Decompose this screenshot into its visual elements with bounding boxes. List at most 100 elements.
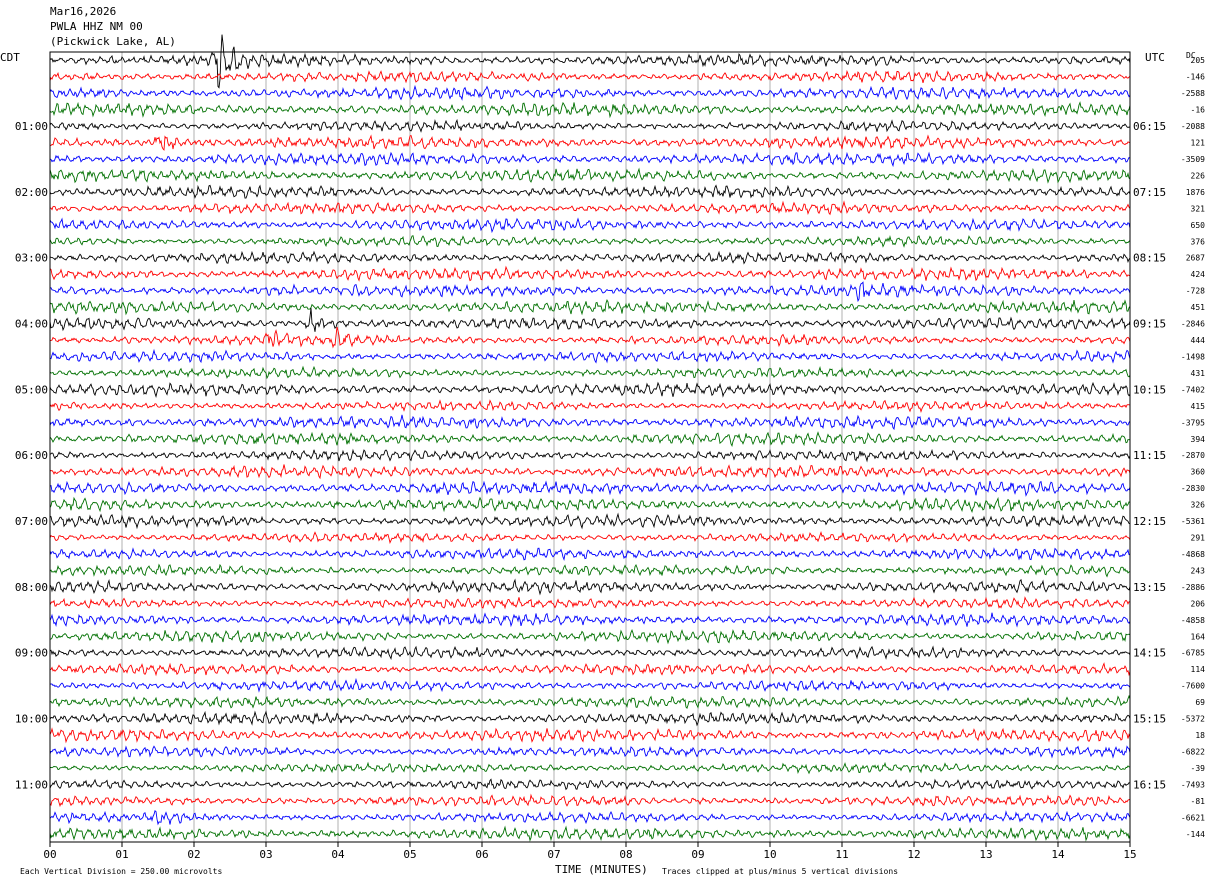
trace-line [49,612,1131,628]
dc-offset-value: -6785 [1181,649,1205,658]
trace-line [49,512,1131,530]
plot-date: Mar16,2026 [50,5,117,18]
cdt-hour-label: 11:00 [15,778,48,791]
trace-line [49,793,1131,808]
dc-offset-value: -3509 [1181,155,1205,164]
utc-hour-label: 16:15 [1133,778,1166,791]
cdt-hour-label: 01:00 [15,120,48,133]
dc-offset-value: -5372 [1181,715,1205,724]
trace-line [49,464,1131,480]
dc-offset-value: 326 [1191,501,1206,510]
x-tick-label: 07 [547,848,560,861]
trace-line [49,578,1131,596]
x-tick-label: 04 [331,848,345,861]
dc-offset-value: -2088 [1181,122,1205,131]
trace-group [49,34,1131,842]
station-location: (Pickwick Lake, AL) [50,35,176,48]
dc-offset-value: 18 [1195,731,1205,740]
cdt-hour-label: 08:00 [15,581,48,594]
utc-hour-label: 10:15 [1133,383,1166,396]
trace-line [49,348,1131,364]
clip-note: Traces clipped at plus/minus 5 vertical … [662,867,898,876]
trace-line [49,308,1131,332]
trace-line [49,281,1131,303]
trace-line [49,563,1131,578]
dc-offset-value: -146 [1186,73,1205,82]
utc-hour-label: 09:15 [1133,318,1166,331]
cdt-label: CDT [0,51,20,64]
dc-offset-value: 1876 [1186,188,1205,197]
trace-line [49,825,1131,842]
cdt-hour-label: 09:00 [15,647,48,660]
x-tick-label: 14 [1051,848,1065,861]
dc-offset-value: -2846 [1181,320,1205,329]
x-tick-label: 12 [907,848,920,861]
station-id: PWLA HHZ NM 00 [50,20,143,33]
dc-offset-value: 376 [1191,237,1206,246]
x-axis-title: TIME (MINUTES) [555,863,648,876]
trace-line [49,694,1131,709]
x-tick-label: 02 [187,848,200,861]
dc-offset-value: -16 [1191,106,1206,115]
trace-line [49,118,1131,133]
dc-offset-value: 394 [1191,435,1206,444]
dc-offset-value: 206 [1191,599,1206,608]
cdt-hour-label: 06:00 [15,449,48,462]
dc-offset-value: -2886 [1181,583,1205,592]
dc-offset-value: 69 [1195,698,1205,707]
dc-offset-value: 205 [1191,56,1206,65]
utc-hour-label: 06:15 [1133,120,1166,133]
dc-offset-value: -2830 [1181,484,1205,493]
cdt-hour-label: 10:00 [15,713,48,726]
trace-line [49,217,1131,234]
dc-offset-value: 451 [1191,303,1206,312]
trace-line [49,326,1131,349]
utc-hour-label: 12:15 [1133,515,1166,528]
trace-line [49,662,1131,677]
x-tick-label: 01 [115,848,128,861]
x-tick-label: 06 [475,848,488,861]
trace-line [49,399,1131,413]
utc-hour-label: 15:15 [1133,713,1166,726]
trace-line [49,365,1131,380]
trace-line [49,184,1131,199]
trace-line [49,645,1131,660]
utc-hour-label: 14:15 [1133,647,1166,660]
grid [121,52,1059,842]
x-tick-label: 09 [691,848,704,861]
plot-frame [49,51,1131,843]
trace-line [49,596,1131,610]
cdt-axis: 01:00 02:00 03:00 04:00 05:00 06:00 07:00 08:00… [15,120,48,791]
dc-offset-value: 360 [1191,468,1206,477]
trace-line [49,298,1131,316]
trace-line [49,431,1131,447]
dc-offset-value: -4858 [1181,616,1205,625]
trace-line [49,677,1131,693]
dc-offset-value: -6822 [1181,747,1205,756]
dc-offset-value: 650 [1191,221,1206,230]
dc-offset-value: 226 [1191,171,1206,180]
x-tick-label: 03 [259,848,272,861]
trace-line [49,84,1131,101]
dc-offset-value: -728 [1186,287,1205,296]
utc-hour-label: 08:15 [1133,252,1166,265]
cdt-hour-label: 03:00 [15,252,48,265]
trace-line [49,414,1131,431]
dc-offset-value: -2870 [1181,451,1205,460]
dc-label: DC [1186,51,1196,60]
trace-line [49,167,1131,184]
dc-offset-value: 121 [1191,139,1206,148]
dc-offset-value: -7493 [1181,780,1205,789]
dc-offset-value: 431 [1191,369,1206,378]
cdt-hour-label: 02:00 [15,186,48,199]
dc-offset-value: -7402 [1181,385,1205,394]
dc-offset-value: 291 [1191,534,1206,543]
scale-note: Each Vertical Division = 250.00 microvol… [20,867,222,876]
trace-line [49,448,1131,463]
dc-offset-value: -1498 [1181,352,1205,361]
dc-offset-value: 2687 [1186,254,1205,263]
utc-axis: 06:15 07:15 08:15 09:15 10:15 11:15 12:15 13:15… [1133,120,1166,791]
trace-line [49,810,1131,826]
x-axis: 00 01 02 03 04 05 06 07 08 09 10 11 12 13 14 15 [43,842,1137,861]
